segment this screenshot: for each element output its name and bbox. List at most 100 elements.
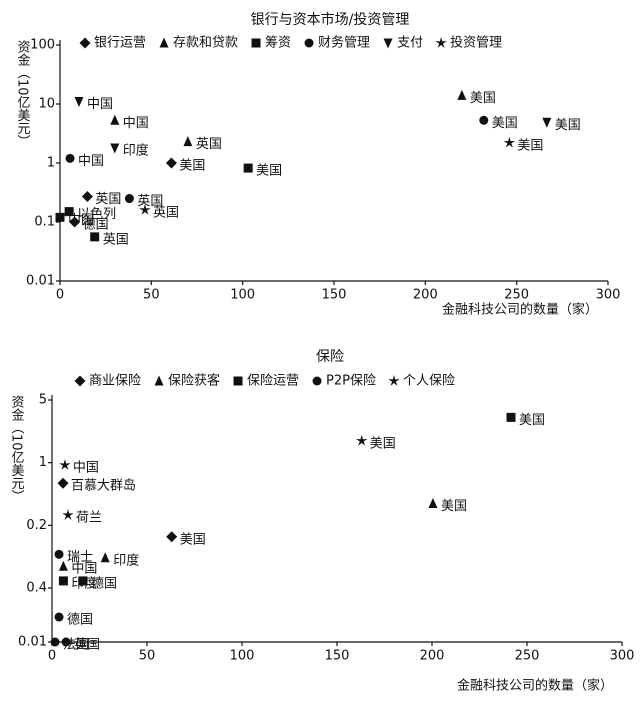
x-tick-label: 200	[413, 288, 438, 303]
y-axis-label: 资金（10亿美元）	[9, 395, 25, 503]
point-label: 英国	[103, 232, 129, 247]
legend-marker	[312, 376, 322, 386]
legend-label: 筹资	[265, 35, 291, 51]
point	[355, 434, 368, 446]
chart-title: 保险	[316, 349, 344, 365]
point-label: 美国	[470, 91, 496, 106]
point-label: 英国	[196, 137, 222, 152]
y-tick-label: 10	[38, 97, 55, 112]
y-tick-label: 1	[39, 455, 47, 470]
legend-label: 保险获客	[168, 373, 220, 389]
x-tick-label: 300	[610, 649, 635, 664]
point-label: 美国	[179, 159, 205, 174]
x-tick-label: 250	[515, 649, 540, 664]
legend-label: 存款和贷款	[173, 36, 238, 51]
point	[506, 412, 516, 422]
point	[58, 560, 68, 571]
point-label: 英国	[153, 205, 179, 220]
legend-marker	[154, 375, 164, 386]
point-label: 美国	[555, 118, 581, 133]
point	[479, 115, 489, 125]
point	[59, 459, 71, 470]
x-axis-label: 金融科技公司的数量（家）	[457, 678, 613, 694]
point	[74, 97, 84, 108]
point	[64, 207, 74, 217]
point-label: 以色列	[77, 206, 116, 222]
legend-label: 银行运营	[94, 36, 146, 51]
point	[243, 163, 253, 173]
legend-label: 商业保险	[89, 374, 141, 389]
x-tick-label: 0	[48, 649, 56, 664]
point-label: 中国	[123, 116, 149, 131]
legend-marker	[388, 375, 400, 386]
point	[90, 232, 100, 242]
point-label: 美国	[370, 436, 396, 451]
point-label: 百慕大群岛	[71, 478, 136, 494]
x-tick-label: 0	[56, 288, 64, 303]
point	[542, 117, 552, 128]
point-label: 美国	[492, 116, 518, 131]
point-label: 荷兰	[76, 511, 102, 526]
point-label: 中国	[87, 97, 113, 112]
legend-marker	[74, 375, 86, 387]
point	[124, 194, 134, 204]
point	[110, 143, 120, 154]
point	[139, 203, 151, 215]
point	[457, 89, 467, 100]
point-label: 英国	[137, 194, 163, 209]
y-tick-label: 0.01	[26, 274, 55, 289]
point-label: 中国	[78, 154, 104, 169]
point	[81, 191, 93, 203]
point-label: 美国	[441, 499, 467, 514]
point-label: 中国	[73, 461, 99, 476]
point-label: 德国	[91, 576, 117, 591]
x-tick-label: 150	[325, 649, 350, 664]
legend-label: 保险运营	[247, 374, 299, 389]
legend-marker	[79, 37, 91, 49]
legend-marker	[435, 37, 447, 48]
x-tick-label: 200	[420, 649, 445, 664]
point-label: 美国	[519, 413, 545, 428]
point	[166, 531, 178, 543]
x-tick-label: 50	[139, 649, 156, 664]
x-tick-label: 100	[230, 288, 255, 303]
legend-marker	[233, 376, 243, 386]
point	[65, 153, 75, 163]
y-tick-label: 0.01	[18, 635, 47, 650]
point-label: 英国	[74, 638, 100, 653]
point-label: 中国	[68, 213, 94, 228]
x-tick-label: 300	[596, 288, 621, 303]
point	[428, 498, 438, 509]
y-tick-label: 1	[47, 156, 55, 171]
point	[55, 212, 65, 222]
x-axis-label: 金融科技公司的数量（家）	[442, 302, 598, 318]
chart-title: 银行与资本市场/投资管理	[251, 11, 410, 28]
point	[54, 549, 64, 559]
y-tick-label: 0.2	[26, 518, 47, 533]
point-label: 印度	[113, 552, 139, 568]
y-tick-label: 0.4	[26, 581, 47, 596]
y-tick-label: 0.1	[34, 215, 55, 230]
point-label: 德国	[83, 218, 109, 233]
legend-marker	[159, 37, 169, 48]
x-tick-label: 150	[322, 288, 347, 303]
x-tick-label: 250	[504, 288, 529, 303]
legend-label: 个人保险	[403, 374, 455, 389]
y-tick-label: 100	[30, 38, 55, 53]
point	[78, 576, 88, 586]
point-label: 德国	[67, 613, 93, 628]
point	[503, 136, 516, 148]
x-tick-label: 100	[230, 649, 255, 664]
legend-label: 财务管理	[318, 35, 370, 51]
point	[50, 637, 60, 647]
y-tick-label: 5	[39, 393, 47, 408]
legend-marker	[304, 38, 314, 48]
point-label: 美国	[517, 138, 543, 153]
point	[61, 637, 71, 647]
point	[58, 576, 68, 586]
point	[165, 157, 177, 169]
point	[54, 612, 64, 622]
point-label: 瑞士	[67, 550, 93, 565]
y-axis-label: 资金（10亿美元）	[15, 40, 31, 148]
